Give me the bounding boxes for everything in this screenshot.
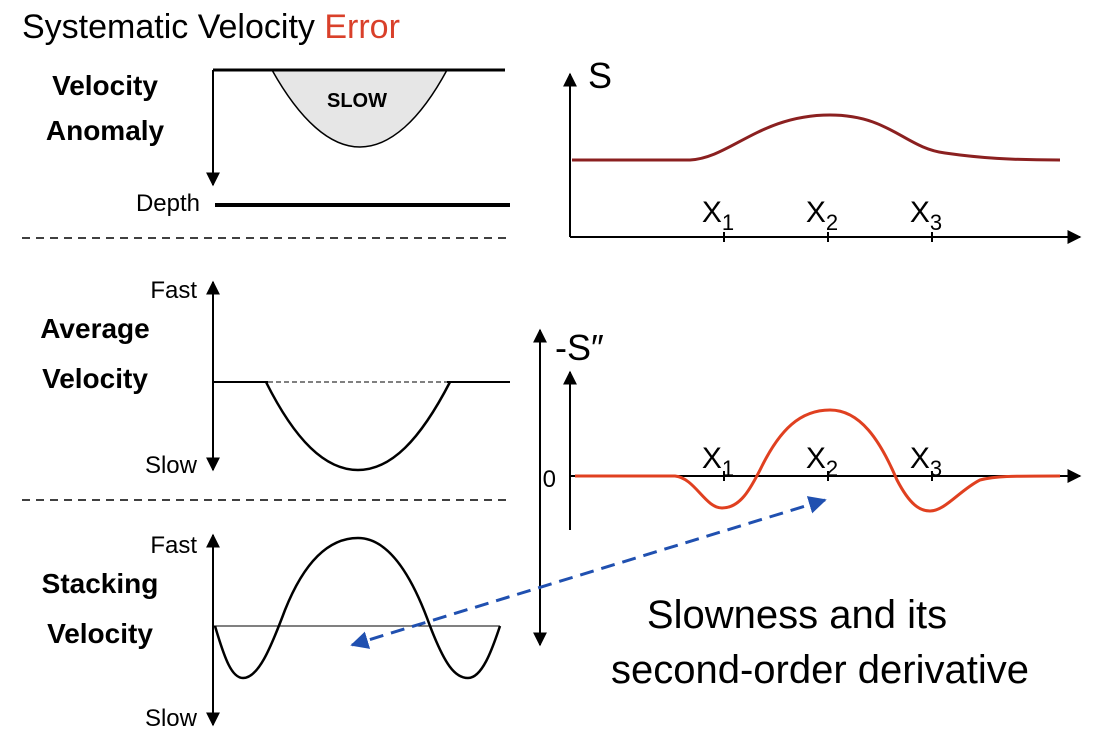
panel-label: Velocity bbox=[42, 363, 148, 394]
fast-label: Fast bbox=[150, 277, 197, 304]
x-label-sub: 3 bbox=[930, 210, 942, 235]
caption: Slowness and its bbox=[647, 593, 947, 637]
slow-label: Slow bbox=[145, 452, 198, 479]
x-label: X2 bbox=[806, 442, 838, 481]
x-label-sub: 2 bbox=[826, 210, 838, 235]
x-label: X3 bbox=[910, 196, 942, 235]
curve bbox=[264, 381, 452, 472]
panel-label: Stacking bbox=[42, 568, 159, 599]
region-label: SLOW bbox=[327, 90, 387, 112]
x-label: X1 bbox=[702, 442, 734, 481]
x-label-base: X bbox=[910, 196, 930, 229]
x-label-base: X bbox=[806, 196, 826, 229]
x-label: X3 bbox=[910, 442, 942, 481]
panel-label: Anomaly bbox=[46, 115, 165, 146]
x-label: X1 bbox=[702, 196, 734, 235]
panel-label: Average bbox=[40, 313, 149, 344]
x-label: X2 bbox=[806, 196, 838, 235]
panel-label: Velocity bbox=[47, 618, 153, 649]
panel-label: Velocity bbox=[52, 70, 158, 101]
zero-label: 0 bbox=[543, 466, 556, 493]
curve bbox=[213, 536, 502, 680]
x-label-base: X bbox=[702, 442, 722, 475]
y-label: -S″ bbox=[555, 327, 604, 368]
x-label-sub: 3 bbox=[930, 456, 942, 481]
x-label-sub: 2 bbox=[826, 456, 838, 481]
y-label: S bbox=[588, 55, 612, 96]
x-label-base: X bbox=[702, 196, 722, 229]
x-label-sub: 1 bbox=[722, 210, 734, 235]
axis-label: Depth bbox=[136, 190, 200, 217]
title: Systematic Velocity Error bbox=[22, 8, 400, 46]
caption: second-order derivative bbox=[611, 648, 1029, 692]
slowness-curve bbox=[572, 113, 1061, 162]
x-label-base: X bbox=[806, 442, 826, 475]
x-label-sub: 1 bbox=[722, 456, 734, 481]
x-label-base: X bbox=[910, 442, 930, 475]
link-arrow bbox=[350, 496, 827, 649]
slow-region bbox=[270, 69, 449, 148]
slow-label: Slow bbox=[145, 705, 198, 732]
fast-label: Fast bbox=[150, 532, 197, 559]
